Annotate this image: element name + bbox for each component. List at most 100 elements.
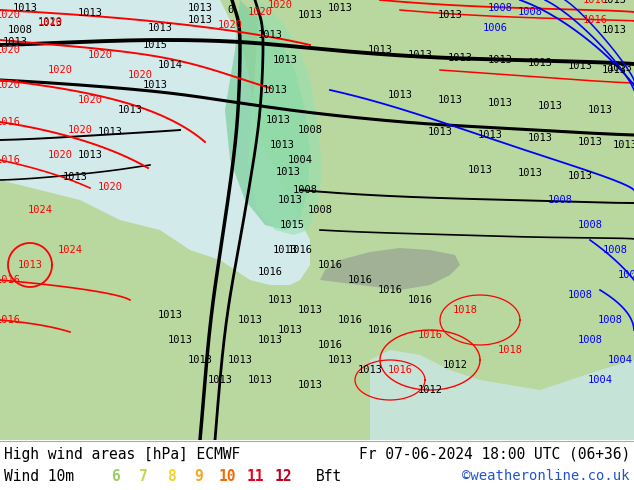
Text: 0: 0 bbox=[227, 5, 233, 15]
Text: 1013: 1013 bbox=[143, 80, 167, 90]
Text: 1013: 1013 bbox=[157, 310, 183, 320]
Text: 1016: 1016 bbox=[387, 365, 413, 375]
Text: 1016: 1016 bbox=[337, 315, 363, 325]
Text: 1016: 1016 bbox=[583, 15, 607, 25]
Text: 8: 8 bbox=[167, 468, 176, 484]
Text: 1013: 1013 bbox=[188, 3, 212, 13]
Text: 1013: 1013 bbox=[247, 375, 273, 385]
Text: 1013: 1013 bbox=[602, 25, 626, 35]
Text: 1013: 1013 bbox=[448, 53, 472, 63]
Polygon shape bbox=[225, 0, 310, 230]
Text: ©weatheronline.co.uk: ©weatheronline.co.uk bbox=[462, 469, 630, 483]
Text: 1016: 1016 bbox=[368, 325, 392, 335]
Text: High wind areas [hPa] ECMWF: High wind areas [hPa] ECMWF bbox=[4, 446, 240, 462]
Text: 1013: 1013 bbox=[437, 10, 462, 20]
Text: 1013: 1013 bbox=[527, 133, 552, 143]
Text: 1013: 1013 bbox=[368, 45, 392, 55]
Text: 1013: 1013 bbox=[578, 137, 602, 147]
Text: 11: 11 bbox=[246, 468, 264, 484]
Text: 1013: 1013 bbox=[13, 3, 37, 13]
Text: 1013: 1013 bbox=[117, 105, 143, 115]
Text: 1013: 1013 bbox=[257, 30, 283, 40]
Text: 1016: 1016 bbox=[318, 340, 342, 350]
Text: 1013: 1013 bbox=[18, 260, 42, 270]
Text: 1020: 1020 bbox=[217, 20, 242, 30]
Text: 1016: 1016 bbox=[0, 275, 20, 285]
Text: 1008: 1008 bbox=[8, 25, 32, 35]
Text: 1013: 1013 bbox=[268, 295, 292, 305]
Text: 1004: 1004 bbox=[588, 375, 612, 385]
Text: 1013: 1013 bbox=[387, 90, 413, 100]
Text: 1013: 1013 bbox=[488, 98, 512, 108]
Text: 1013: 1013 bbox=[207, 375, 233, 385]
Text: 1020: 1020 bbox=[77, 95, 103, 105]
Text: 1013: 1013 bbox=[427, 127, 453, 137]
Text: 1016: 1016 bbox=[0, 117, 20, 127]
Text: 1013: 1013 bbox=[328, 355, 353, 365]
Text: 1013: 1013 bbox=[77, 150, 103, 160]
Text: 1014: 1014 bbox=[157, 60, 183, 70]
Text: 1013: 1013 bbox=[167, 335, 193, 345]
Text: 1004: 1004 bbox=[287, 155, 313, 165]
Text: 1013: 1013 bbox=[408, 50, 432, 60]
Text: 1018: 1018 bbox=[498, 345, 522, 355]
Text: 1018: 1018 bbox=[453, 305, 477, 315]
Text: 1013: 1013 bbox=[278, 325, 302, 335]
Text: 1013: 1013 bbox=[37, 18, 63, 28]
Text: 1016: 1016 bbox=[318, 260, 342, 270]
Text: 1020: 1020 bbox=[268, 0, 292, 10]
Text: 1015: 1015 bbox=[143, 40, 167, 50]
Text: 1013: 1013 bbox=[328, 3, 353, 13]
Text: 1024: 1024 bbox=[58, 245, 82, 255]
Text: 1013: 1013 bbox=[257, 335, 283, 345]
Text: 1013: 1013 bbox=[188, 355, 212, 365]
Text: 1020: 1020 bbox=[0, 10, 20, 20]
Text: 1020: 1020 bbox=[0, 80, 20, 90]
Text: 1020: 1020 bbox=[0, 45, 20, 55]
Text: 1013: 1013 bbox=[588, 105, 612, 115]
Text: 1008: 1008 bbox=[297, 125, 323, 135]
Text: 1008: 1008 bbox=[578, 220, 602, 230]
Text: 10: 10 bbox=[218, 468, 236, 484]
Text: 1020: 1020 bbox=[247, 7, 273, 17]
Text: 1013: 1013 bbox=[269, 140, 295, 150]
Text: 1013: 1013 bbox=[276, 167, 301, 177]
Text: 1013: 1013 bbox=[297, 380, 323, 390]
Text: 1016: 1016 bbox=[0, 155, 20, 165]
Text: 1013: 1013 bbox=[517, 168, 543, 178]
Text: 1013: 1013 bbox=[467, 165, 493, 175]
Text: 1012: 1012 bbox=[418, 385, 443, 395]
Text: 1008: 1008 bbox=[517, 7, 543, 17]
Text: 7: 7 bbox=[139, 468, 147, 484]
Polygon shape bbox=[370, 350, 634, 440]
Text: Bft: Bft bbox=[316, 468, 342, 484]
Text: 1013: 1013 bbox=[538, 101, 562, 111]
Text: 1013: 1013 bbox=[188, 15, 212, 25]
Text: 1013: 1013 bbox=[238, 315, 262, 325]
Text: 12: 12 bbox=[275, 468, 292, 484]
Polygon shape bbox=[248, 0, 322, 235]
Text: 1016: 1016 bbox=[0, 315, 20, 325]
Text: 1016: 1016 bbox=[583, 0, 607, 5]
Text: 1008: 1008 bbox=[548, 195, 573, 205]
Text: 1016: 1016 bbox=[408, 295, 432, 305]
Text: 1013: 1013 bbox=[527, 58, 552, 68]
Text: 6: 6 bbox=[110, 468, 119, 484]
Text: 1016: 1016 bbox=[377, 285, 403, 295]
Text: 1013: 1013 bbox=[228, 355, 252, 365]
Text: 1013: 1013 bbox=[607, 63, 633, 73]
Text: 1013: 1013 bbox=[437, 95, 462, 105]
Text: 1013: 1013 bbox=[3, 37, 27, 47]
Text: 1008: 1008 bbox=[597, 315, 623, 325]
Polygon shape bbox=[0, 0, 310, 285]
Text: Fr 07-06-2024 18:00 UTC (06+36): Fr 07-06-2024 18:00 UTC (06+36) bbox=[359, 446, 630, 462]
Text: 1013: 1013 bbox=[262, 85, 287, 95]
Text: 1013: 1013 bbox=[297, 10, 323, 20]
Text: 1013: 1013 bbox=[297, 305, 323, 315]
Text: 1013: 1013 bbox=[98, 127, 122, 137]
Text: 1013: 1013 bbox=[273, 245, 297, 255]
Text: 1008: 1008 bbox=[578, 335, 602, 345]
Text: 1020: 1020 bbox=[87, 50, 112, 60]
Text: 1013: 1013 bbox=[63, 172, 87, 182]
Text: 1013: 1013 bbox=[567, 171, 593, 181]
